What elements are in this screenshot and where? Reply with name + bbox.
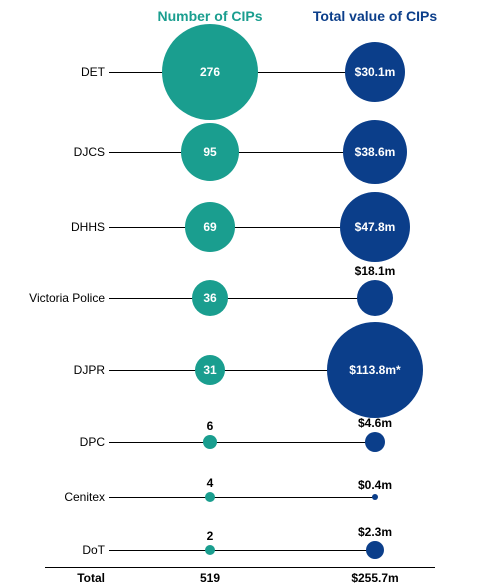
value-bubble-label: $0.4m xyxy=(335,478,415,492)
number-bubble xyxy=(203,435,217,449)
number-bubble-label: 6 xyxy=(170,419,250,433)
value-bubble xyxy=(366,541,384,559)
value-bubble xyxy=(365,432,385,452)
row-label: DJCS xyxy=(0,145,105,159)
value-bubble: $30.1m xyxy=(345,42,405,102)
header-number-of-cips: Number of CIPs xyxy=(130,8,290,24)
value-bubble: $47.8m xyxy=(340,192,410,262)
totals-value: $255.7m xyxy=(335,571,415,585)
number-bubble-label: 2 xyxy=(170,529,250,543)
number-bubble xyxy=(205,545,215,555)
totals-number: 519 xyxy=(170,571,250,585)
number-bubble-label: 4 xyxy=(170,476,250,490)
number-bubble: 69 xyxy=(185,202,235,252)
row-label: DHHS xyxy=(0,220,105,234)
totals-label: Total xyxy=(0,571,105,585)
row-line xyxy=(109,497,375,498)
row-label: DET xyxy=(0,65,105,79)
row-label: DJPR xyxy=(0,363,105,377)
row-line xyxy=(109,550,375,551)
value-bubble-label: $2.3m xyxy=(335,525,415,539)
row-label: DPC xyxy=(0,435,105,449)
number-bubble: 276 xyxy=(162,24,258,120)
value-bubble-label: $18.1m xyxy=(335,264,415,278)
totals-line xyxy=(45,567,435,568)
row-line xyxy=(109,442,375,443)
value-bubble xyxy=(357,280,393,316)
value-bubble: $38.6m xyxy=(343,120,407,184)
cip-bubble-chart: Number of CIPs Total value of CIPs DET 27… xyxy=(0,0,500,585)
number-bubble xyxy=(205,492,215,502)
row-label: Cenitex xyxy=(0,490,105,504)
row-label: Victoria Police xyxy=(0,291,105,305)
value-bubble: $113.8m* xyxy=(327,322,423,418)
row-line xyxy=(109,152,375,153)
row-line xyxy=(109,227,375,228)
header-total-value-of-cips: Total value of CIPs xyxy=(285,8,465,24)
number-bubble: 31 xyxy=(195,355,225,385)
value-bubble xyxy=(372,494,378,500)
row-label: DoT xyxy=(0,543,105,557)
number-bubble: 95 xyxy=(181,123,239,181)
row-line xyxy=(109,298,375,299)
number-bubble: 36 xyxy=(192,280,228,316)
value-bubble-label: $4.6m xyxy=(335,416,415,430)
